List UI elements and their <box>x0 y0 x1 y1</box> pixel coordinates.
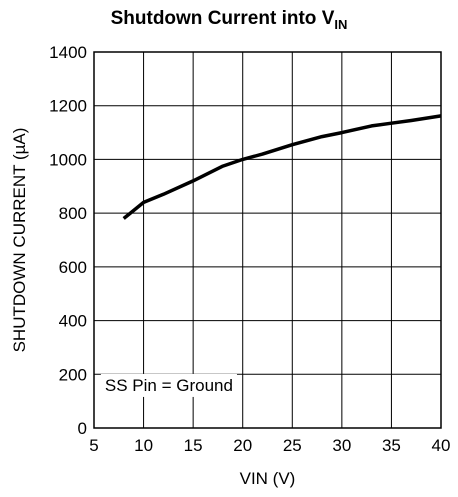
y-axis-label: SHUTDOWN CURRENT (µA) <box>10 128 29 353</box>
x-tick-label-20: 20 <box>233 436 252 455</box>
y-tick-label-1000: 1000 <box>49 150 87 169</box>
y-tick-label-600: 600 <box>59 258 87 277</box>
series-line-0 <box>122 114 442 220</box>
x-tick-label-35: 35 <box>382 436 401 455</box>
x-tick-label-30: 30 <box>332 436 351 455</box>
y-tick-label-800: 800 <box>59 204 87 223</box>
y-tick-label-0: 0 <box>78 419 87 438</box>
x-tick-label-10: 10 <box>134 436 153 455</box>
chart-title-subscript: IN <box>334 17 347 32</box>
x-tick-label-40: 40 <box>432 436 451 455</box>
series-layer <box>122 114 442 220</box>
plot-frame <box>93 51 442 429</box>
x-axis-label: VIN (V) <box>240 469 296 488</box>
x-tick-labels: 5 10 15 20 25 30 35 40 <box>89 436 450 455</box>
x-tick-label-5: 5 <box>89 436 98 455</box>
grid <box>94 52 441 428</box>
x-tick-label-25: 25 <box>283 436 302 455</box>
y-tick-label-1400: 1400 <box>49 43 87 62</box>
annotation-background <box>100 373 237 397</box>
y-tick-label-200: 200 <box>59 365 87 384</box>
chart-title: Shutdown Current into VIN <box>111 8 348 32</box>
annotation-ss-pin: SS Pin = Ground <box>105 376 233 395</box>
y-tick-label-400: 400 <box>59 312 87 331</box>
y-tick-label-1200: 1200 <box>49 97 87 116</box>
x-tick-label-15: 15 <box>184 436 203 455</box>
y-tick-labels: 0 200 400 600 800 1000 1200 1400 <box>49 43 87 438</box>
